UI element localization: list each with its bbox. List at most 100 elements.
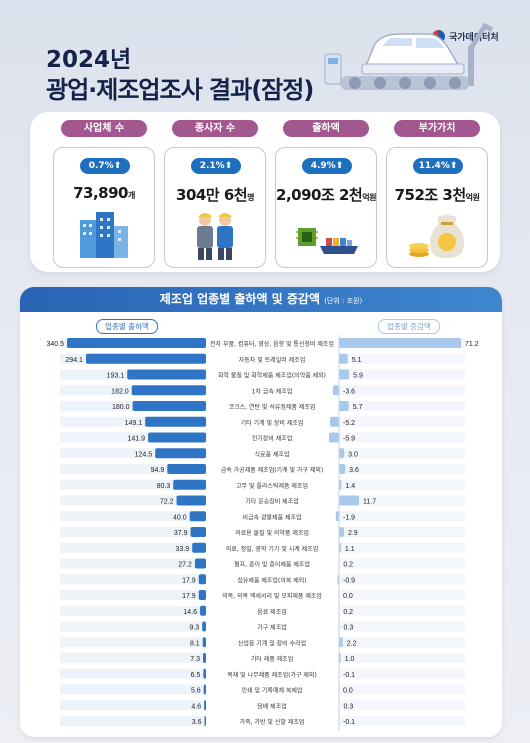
chart-panel: 제조업 업종별 출하액 및 증감액 (단위 : 조원) 업종별 출하액 업종별 … bbox=[20, 287, 502, 737]
industry-label: 비금속 광물제품 제조업 bbox=[242, 513, 301, 521]
shipment-value-label: 17.9 bbox=[182, 593, 196, 600]
factory-robot-illustration bbox=[324, 22, 494, 90]
page-title: 광업·제조업조사 결과(잠정) bbox=[46, 76, 314, 104]
industry-label: 담배 제조업 bbox=[257, 702, 287, 710]
shipment-bar bbox=[176, 495, 206, 506]
shipment-bar bbox=[127, 369, 206, 380]
bar-track bbox=[339, 432, 465, 443]
bar-track bbox=[339, 464, 465, 474]
shipment-bar bbox=[167, 464, 206, 474]
industry-label: 전기장비 제조업 bbox=[252, 435, 293, 443]
industry-label: 고무 및 플라스틱제품 제조업 bbox=[236, 482, 308, 490]
shipment-bar bbox=[204, 700, 206, 711]
change-bar bbox=[335, 511, 339, 522]
shipment-value-label: 37.9 bbox=[174, 530, 188, 537]
change-bar bbox=[339, 527, 344, 537]
shipment-bar bbox=[145, 416, 206, 427]
shipment-bar bbox=[192, 542, 206, 553]
bar-track bbox=[60, 637, 206, 648]
shipment-value-label: 7.3 bbox=[190, 656, 200, 663]
industry-label: 인쇄 및 기록매체 복제업 bbox=[242, 687, 303, 695]
bar-track bbox=[60, 479, 206, 490]
change-bar bbox=[339, 369, 350, 380]
industry-label: 의복, 의복 액세서리 및 모피제품 제조업 bbox=[222, 592, 322, 600]
change-value-label: 3.6 bbox=[349, 467, 359, 474]
change-value-label: 0.2 bbox=[343, 609, 353, 616]
bar-track bbox=[339, 621, 465, 632]
shipment-value-label: 27.2 bbox=[178, 562, 192, 569]
change-bar bbox=[339, 401, 349, 411]
bar-track bbox=[339, 716, 465, 726]
bar-track bbox=[339, 353, 465, 364]
chip-ship-icon bbox=[296, 228, 358, 254]
industry-label: 의료, 정밀, 광학 기기 및 시계 제조업 bbox=[226, 545, 319, 553]
kpi-change-badge: 0.7%⬆ bbox=[80, 158, 130, 174]
bar-track bbox=[339, 416, 465, 427]
bar-track bbox=[339, 668, 465, 679]
change-value-label: -0.1 bbox=[343, 672, 355, 679]
bar-track bbox=[60, 605, 206, 616]
shipment-bar bbox=[132, 401, 206, 411]
arrow-up-icon: ⬆ bbox=[224, 161, 233, 171]
bar-track bbox=[60, 495, 206, 506]
legend-shipments: 업종별 출하액 bbox=[96, 319, 158, 334]
change-bar bbox=[339, 338, 461, 348]
legend-change: 업종별 증감액 bbox=[378, 319, 440, 334]
shipment-value-label: 340.5 bbox=[46, 341, 64, 348]
kpi-value-added: 부가가치 11.4%⬆ 752조 3천억원 bbox=[386, 120, 488, 270]
workers-icon bbox=[197, 213, 233, 260]
change-value-label: 0.0 bbox=[343, 593, 353, 600]
shipment-bar bbox=[198, 590, 206, 600]
bar-track bbox=[60, 527, 206, 537]
bar-track bbox=[339, 527, 465, 537]
shipment-bar bbox=[148, 432, 206, 443]
industry-label: 기타 제품 제조업 bbox=[251, 655, 293, 663]
kpi-change-badge: 4.9%⬆ bbox=[302, 158, 352, 174]
bar-track bbox=[339, 700, 465, 711]
shipment-value-label: 9.3 bbox=[189, 625, 199, 632]
arrow-up-icon: ⬆ bbox=[449, 161, 458, 171]
bar-track bbox=[339, 495, 465, 506]
bar-track bbox=[339, 590, 465, 600]
money-bag-icon bbox=[409, 214, 464, 258]
industry-label: 금속 가공제품 제조업(기계 및 가구 제외) bbox=[221, 466, 324, 474]
chart-plot: 340.5 전자 부품, 컴퓨터, 영상, 음향 및 통신장비 제조업 71.2 29… bbox=[46, 335, 479, 731]
industry-label: 섬유제품 제조업(의복 제외) bbox=[237, 576, 306, 584]
industry-label: 자동차 및 트레일러 제조업 bbox=[239, 356, 305, 364]
shipment-bar bbox=[85, 353, 206, 364]
change-value-label: 0.3 bbox=[344, 625, 354, 632]
shipment-value-label: 80.3 bbox=[157, 483, 171, 490]
shipment-value-label: 33.9 bbox=[176, 546, 190, 553]
bar-track bbox=[339, 684, 465, 695]
industry-label: 가구 제조업 bbox=[257, 624, 287, 632]
bar-track bbox=[339, 542, 465, 553]
bar-track bbox=[339, 385, 465, 396]
shipment-value-label: 4.6 bbox=[191, 703, 201, 710]
bar-track bbox=[339, 574, 465, 585]
bar-track bbox=[60, 668, 206, 679]
change-value-label: -1.9 bbox=[343, 514, 355, 521]
industry-label: 의료용 물질 및 의약품 제조업 bbox=[235, 529, 309, 537]
shipment-bar bbox=[203, 684, 206, 695]
title-year: 2024년 bbox=[46, 47, 132, 73]
shipment-value-label: 94.9 bbox=[151, 467, 165, 474]
bar-track bbox=[339, 401, 465, 411]
industry-label: 화학 물질 및 화학제품 제조업(의약품 제외) bbox=[218, 372, 326, 380]
shipment-value-label: 182.0 bbox=[111, 388, 129, 395]
change-bar bbox=[328, 432, 339, 443]
kpi-change-badge: 2.1%⬆ bbox=[191, 158, 241, 174]
kpi-value: 2,090조 2천억원 bbox=[276, 186, 376, 204]
kpi-shipments: 출하액 4.9%⬆ 2,090조 2천억원 bbox=[275, 120, 377, 270]
shipment-value-label: 3.6 bbox=[192, 719, 202, 726]
industry-label: 음료 제조업 bbox=[257, 608, 287, 616]
shipment-bar bbox=[189, 511, 206, 522]
shipment-value-label: 180.0 bbox=[112, 404, 130, 411]
change-value-label: 0.2 bbox=[343, 562, 353, 569]
shipment-value-label: 141.9 bbox=[128, 436, 146, 443]
bar-track bbox=[339, 369, 465, 380]
bar-track bbox=[339, 448, 465, 459]
bar-track bbox=[60, 432, 206, 443]
shipment-bar bbox=[155, 448, 206, 459]
shipment-value-label: 72.2 bbox=[160, 499, 174, 506]
bar-track bbox=[60, 716, 206, 726]
